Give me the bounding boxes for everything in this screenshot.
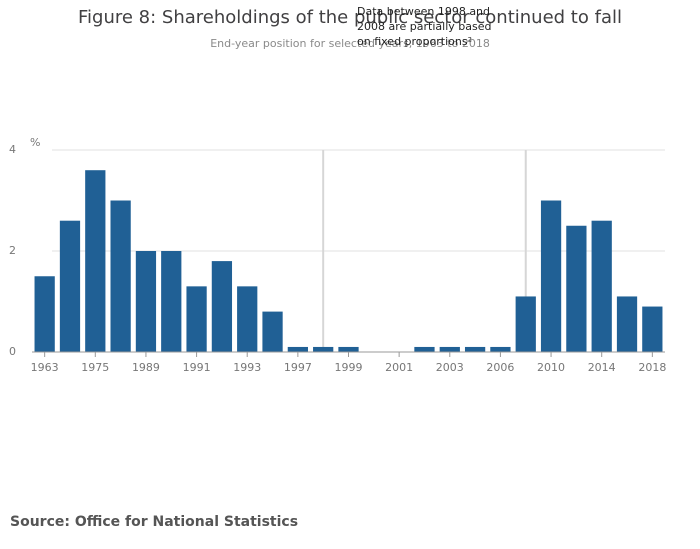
x-tick-label: 1989 bbox=[132, 361, 160, 374]
bar bbox=[313, 346, 334, 352]
bar bbox=[515, 296, 536, 352]
bar bbox=[135, 251, 157, 352]
bar bbox=[540, 200, 562, 352]
bar bbox=[591, 220, 612, 352]
bar bbox=[287, 346, 308, 352]
source: Source: Office for National Statistics bbox=[10, 514, 298, 530]
bar bbox=[464, 346, 486, 352]
x-tick-label: 1997 bbox=[284, 361, 312, 374]
bar bbox=[186, 286, 207, 352]
x-tick-label: 2006 bbox=[486, 361, 514, 374]
x-tick-label: 1991 bbox=[183, 361, 211, 374]
bar bbox=[414, 346, 435, 352]
bar bbox=[34, 276, 55, 352]
annotation: Data between 1998 and 2008 are partially… bbox=[357, 5, 492, 48]
bar bbox=[211, 261, 233, 352]
x-tick-label: 1975 bbox=[81, 361, 109, 374]
bar bbox=[566, 225, 587, 352]
bar bbox=[110, 200, 131, 352]
x-tick-label: 2001 bbox=[385, 361, 413, 374]
chart-subtitle: End-year position for selected years, 19… bbox=[210, 37, 490, 50]
bar bbox=[439, 346, 460, 352]
y-tick-label: 0 bbox=[9, 345, 16, 358]
bar bbox=[161, 251, 182, 352]
bar bbox=[490, 346, 511, 352]
y-axis-label: % bbox=[30, 136, 40, 149]
chart-title: Figure 8: Shareholdings of the public se… bbox=[78, 7, 622, 28]
bar bbox=[59, 220, 81, 352]
x-tick-label: 1999 bbox=[335, 361, 363, 374]
bar bbox=[642, 306, 663, 352]
x-tick-label: 2010 bbox=[537, 361, 565, 374]
x-tick-label: 1963 bbox=[31, 361, 59, 374]
bar bbox=[237, 286, 258, 352]
bar bbox=[262, 311, 283, 352]
y-tick-label: 4 bbox=[9, 143, 16, 156]
x-tick-label: 2014 bbox=[588, 361, 616, 374]
bar bbox=[616, 296, 638, 352]
x-tick-label: 1993 bbox=[233, 361, 261, 374]
x-tick-label: 2003 bbox=[436, 361, 464, 374]
bar bbox=[338, 346, 359, 352]
bar bbox=[85, 170, 106, 352]
x-tick-label: 2018 bbox=[638, 361, 666, 374]
y-tick-label: 2 bbox=[9, 244, 16, 257]
